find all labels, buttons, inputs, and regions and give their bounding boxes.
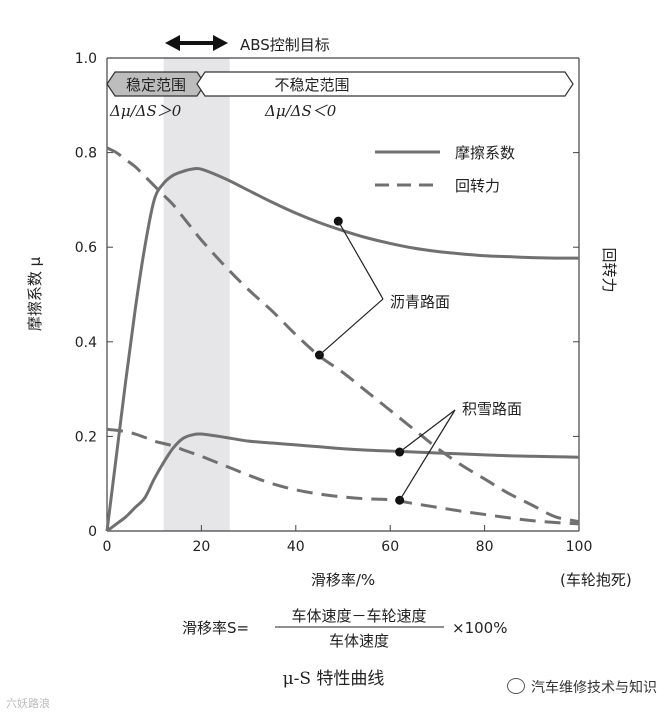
y-tick-label-2: 0.4	[75, 335, 97, 351]
watermark-left: 六妖路浪	[6, 697, 50, 710]
watermark-right: 汽车维修技术与知识	[507, 677, 657, 697]
series-line-0	[105, 166, 580, 532]
stable-condition: Δμ/ΔS＞0	[109, 102, 182, 120]
watermark-right-text: 汽车维修技术与知识	[531, 680, 657, 696]
y-tick-label-5: 1.0	[75, 51, 97, 67]
y-tick-label-0: 0	[88, 524, 97, 540]
x-axis-label-right: (车轮抱死)	[560, 571, 632, 589]
legend-friction-label: 摩擦系数	[455, 144, 515, 162]
stable-range-label: 稳定范围	[126, 76, 186, 94]
snow-label: 积雪路面	[462, 400, 522, 418]
leader-line-1-0	[399, 409, 456, 453]
y-tick-label-3: 0.6	[75, 240, 97, 256]
unstable-range-banner	[196, 71, 574, 97]
y-axis-label: 摩擦系数 μ	[26, 256, 44, 331]
abs-target-label: ABS控制目标	[240, 36, 330, 54]
x-tick-label-0: 0	[103, 539, 112, 555]
wechat-icon	[507, 678, 525, 694]
y-axis-label-right: 回转力	[600, 247, 618, 292]
asphalt-label: 沥青路面	[390, 293, 450, 311]
x-axis-label: 滑移率/%	[311, 571, 375, 589]
unstable-condition: Δμ/ΔS＜0	[264, 102, 337, 120]
legend: 摩擦系数 回转力	[375, 144, 515, 195]
x-tick-label-2: 40	[287, 539, 305, 555]
mu-s-chart: 0 20 40 60 80 100 0 0.2 0.4 0.6 0.8 1.0 ABS控制目标 稳定范…	[26, 35, 632, 589]
slip-formula: 滑移率S= 车体速度－车轮速度 车体速度 ×100%	[182, 607, 507, 650]
series-line-3	[106, 427, 580, 526]
abs-target-arrow	[165, 35, 228, 51]
series-line-1	[106, 146, 580, 524]
x-tick-label-1: 20	[192, 539, 210, 555]
leader-line-0-1	[319, 298, 384, 356]
leader-line-0-0	[337, 220, 384, 300]
legend-turning-label: 回转力	[455, 177, 500, 195]
abs-band	[163, 58, 230, 531]
x-tick-label-3: 60	[381, 539, 399, 555]
chart-title: μ-S 特性曲线	[282, 669, 385, 689]
series-layer	[105, 146, 580, 533]
formula-rhs: ×100%	[452, 619, 507, 637]
y-tick-label-4: 0.8	[75, 146, 97, 162]
y-tick-label-1: 0.2	[75, 429, 97, 445]
annotation-leaders	[319, 220, 456, 501]
x-tick-label-5: 100	[566, 539, 593, 555]
unstable-range-label: 不稳定范围	[274, 76, 349, 94]
x-tick-label-4: 80	[476, 539, 494, 555]
formula-lhs: 滑移率S=	[182, 619, 249, 637]
formula-denominator: 车体速度	[329, 632, 389, 650]
series-line-2	[106, 432, 580, 533]
leader-line-1-1	[399, 409, 456, 501]
formula-numerator: 车体速度－车轮速度	[291, 607, 426, 625]
